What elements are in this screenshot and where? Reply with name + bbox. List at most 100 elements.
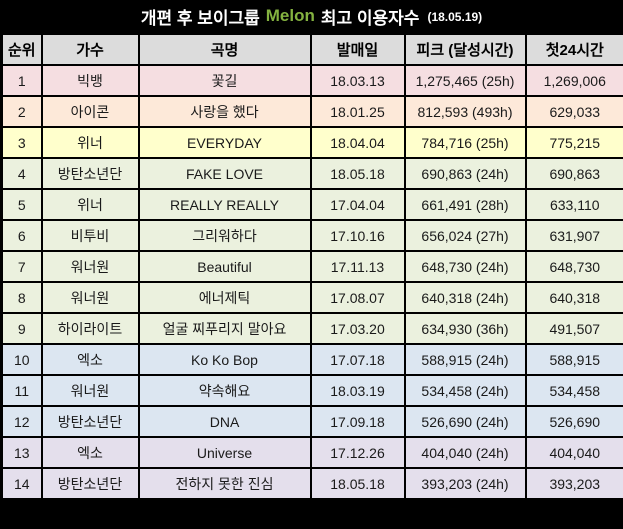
peak-cell: 588,915 (24h) (403, 343, 527, 376)
song-cell: Beautiful (137, 250, 312, 283)
table-row: 4 방탄소년단 FAKE LOVE 18.05.18 690,863 (24h) 690,… (0, 157, 623, 190)
column-header-song: 곡명 (137, 32, 312, 66)
rank-cell: 12 (0, 405, 43, 438)
rank-cell: 10 (0, 343, 43, 376)
ranking-table: 순위 가수 곡명 발매일 피크 (달성시간) 첫24시간 1 빅뱅 꽃길 18.03.… (0, 32, 623, 501)
song-cell: 사랑을 했다 (137, 95, 312, 128)
artist-cell: 방탄소년단 (40, 405, 140, 438)
release-date-cell: 17.12.26 (309, 436, 406, 469)
rank-cell: 13 (0, 436, 43, 469)
rank-cell: 4 (0, 157, 43, 190)
first24h-cell: 631,907 (524, 219, 623, 252)
artist-cell: 비투비 (40, 219, 140, 252)
rank-cell: 8 (0, 281, 43, 314)
first24h-cell: 534,458 (524, 374, 623, 407)
song-cell: 에너제틱 (137, 281, 312, 314)
title-prefix: 개편 후 보이그룹 (140, 8, 260, 28)
release-date-cell: 17.03.20 (309, 312, 406, 345)
artist-cell: 하이라이트 (40, 312, 140, 345)
table-row: 9 하이라이트 얼굴 찌푸리지 말아요 17.03.20 634,930 (36h) 49… (0, 312, 623, 345)
table-row: 1 빅뱅 꽃길 18.03.13 1,275,465 (25h) 1,269,006 (0, 64, 623, 97)
release-date-cell: 18.01.25 (309, 95, 406, 128)
first24h-cell: 690,863 (524, 157, 623, 190)
peak-cell: 648,730 (24h) (403, 250, 527, 283)
peak-cell: 661,491 (28h) (403, 188, 527, 221)
first24h-cell: 633,110 (524, 188, 623, 221)
first24h-cell: 404,040 (524, 436, 623, 469)
table-row: 14 방탄소년단 전하지 못한 진심 18.05.18 393,203 (24h) 393… (0, 467, 623, 501)
peak-cell: 656,024 (27h) (403, 219, 527, 252)
song-cell: 얼굴 찌푸리지 말아요 (137, 312, 312, 345)
first24h-cell: 491,507 (524, 312, 623, 345)
table-header-row: 순위 가수 곡명 발매일 피크 (달성시간) 첫24시간 (0, 32, 623, 66)
table-row: 10 엑소 Ko Ko Bop 17.07.18 588,915 (24h) 588,91… (0, 343, 623, 376)
peak-cell: 1,275,465 (25h) (403, 64, 527, 97)
table-row: 6 비투비 그리워하다 17.10.16 656,024 (27h) 631,907 (0, 219, 623, 252)
table-row: 13 엑소 Universe 17.12.26 404,040 (24h) 404,040 (0, 436, 623, 469)
peak-cell: 526,690 (24h) (403, 405, 527, 438)
song-cell: EVERYDAY (137, 126, 312, 159)
page-title: 개편 후 보이그룹 Melon 최고 이용자수 (18.05.19) (0, 0, 623, 32)
song-cell: 꽃길 (137, 64, 312, 97)
song-cell: DNA (137, 405, 312, 438)
rank-cell: 3 (0, 126, 43, 159)
table-row: 8 워너원 에너제틱 17.08.07 640,318 (24h) 640,318 (0, 281, 623, 314)
first24h-cell: 648,730 (524, 250, 623, 283)
song-cell: 그리워하다 (137, 219, 312, 252)
rank-cell: 14 (0, 467, 43, 501)
rank-cell: 2 (0, 95, 43, 128)
table-row: 7 워너원 Beautiful 17.11.13 648,730 (24h) 648,73… (0, 250, 623, 283)
peak-cell: 393,203 (24h) (403, 467, 527, 501)
rank-cell: 9 (0, 312, 43, 345)
release-date-cell: 18.05.18 (309, 467, 406, 501)
rank-cell: 5 (0, 188, 43, 221)
release-date-cell: 17.04.04 (309, 188, 406, 221)
column-header-artist: 가수 (40, 32, 140, 66)
table-body: 1 빅뱅 꽃길 18.03.13 1,275,465 (25h) 1,269,006 2 아이… (0, 64, 623, 501)
artist-cell: 방탄소년단 (40, 157, 140, 190)
release-date-cell: 18.03.19 (309, 374, 406, 407)
rank-cell: 11 (0, 374, 43, 407)
peak-cell: 812,593 (493h) (403, 95, 527, 128)
first24h-cell: 393,203 (524, 467, 623, 501)
release-date-cell: 18.03.13 (309, 64, 406, 97)
song-cell: REALLY REALLY (137, 188, 312, 221)
column-header-rank: 순위 (0, 32, 43, 66)
table-row: 3 위너 EVERYDAY 18.04.04 784,716 (25h) 775,215 (0, 126, 623, 159)
artist-cell: 엑소 (40, 343, 140, 376)
column-header-first24h: 첫24시간 (524, 32, 623, 66)
song-cell: 전하지 못한 진심 (137, 467, 312, 501)
release-date-cell: 17.10.16 (309, 219, 406, 252)
release-date-cell: 17.11.13 (309, 250, 406, 283)
first24h-cell: 640,318 (524, 281, 623, 314)
table-row: 12 방탄소년단 DNA 17.09.18 526,690 (24h) 526,690 (0, 405, 623, 438)
title-date: (18.05.19) (427, 10, 483, 24)
rank-cell: 1 (0, 64, 43, 97)
song-cell: Universe (137, 436, 312, 469)
artist-cell: 아이콘 (40, 95, 140, 128)
column-header-release-date: 발매일 (309, 32, 406, 66)
artist-cell: 빅뱅 (40, 64, 140, 97)
melon-brand-text: Melon (265, 6, 315, 25)
artist-cell: 워너원 (40, 374, 140, 407)
peak-cell: 534,458 (24h) (403, 374, 527, 407)
peak-cell: 634,930 (36h) (403, 312, 527, 345)
column-header-peak: 피크 (달성시간) (403, 32, 527, 66)
song-cell: Ko Ko Bop (137, 343, 312, 376)
artist-cell: 엑소 (40, 436, 140, 469)
release-date-cell: 17.07.18 (309, 343, 406, 376)
peak-cell: 404,040 (24h) (403, 436, 527, 469)
release-date-cell: 17.09.18 (309, 405, 406, 438)
artist-cell: 위너 (40, 188, 140, 221)
table-row: 11 워너원 약속해요 18.03.19 534,458 (24h) 534,458 (0, 374, 623, 407)
release-date-cell: 18.04.04 (309, 126, 406, 159)
peak-cell: 640,318 (24h) (403, 281, 527, 314)
title-suffix: 최고 이용자수 (320, 8, 420, 28)
peak-cell: 784,716 (25h) (403, 126, 527, 159)
table-row: 2 아이콘 사랑을 했다 18.01.25 812,593 (493h) 629,033 (0, 95, 623, 128)
first24h-cell: 588,915 (524, 343, 623, 376)
artist-cell: 워너원 (40, 281, 140, 314)
artist-cell: 워너원 (40, 250, 140, 283)
song-cell: FAKE LOVE (137, 157, 312, 190)
